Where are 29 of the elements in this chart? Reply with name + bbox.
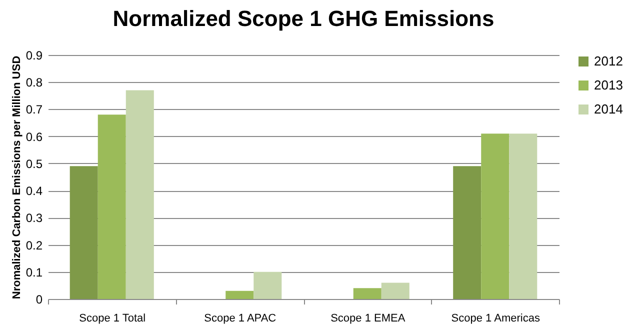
y-tick-label: 0.6 — [26, 130, 43, 144]
bar — [98, 114, 126, 299]
bar — [226, 290, 254, 299]
y-tick-label: 0.3 — [26, 211, 43, 226]
legend-label: 2012 — [594, 54, 623, 68]
bar — [381, 282, 410, 299]
x-tick-label: Scope 1 Total — [79, 312, 146, 324]
bar — [254, 272, 282, 299]
y-tick-label: 0.1 — [26, 265, 43, 280]
bar — [126, 90, 154, 299]
y-tick-label: 0.8 — [26, 76, 43, 90]
bar — [70, 166, 98, 299]
x-tick-label: Scope 1 EMEA — [330, 312, 406, 324]
x-tick-label: Scope 1 APAC — [204, 312, 276, 324]
chart-title: Normalized Scope 1 GHG Emissions — [112, 6, 494, 31]
y-axis-title: Nromalized Carbon Emissions per Million USD — [10, 56, 23, 300]
y-tick-label: 0.4 — [26, 184, 43, 198]
y-tick-label: 0.9 — [26, 48, 43, 62]
y-tick-label: 0.5 — [26, 156, 43, 171]
legend-label: 2013 — [594, 78, 623, 92]
legend-label: 2014 — [594, 102, 623, 116]
y-tick-label: 0 — [36, 292, 43, 306]
y-tick-label: 0.2 — [26, 238, 43, 252]
x-tick-label: Scope 1 Americas — [451, 312, 540, 324]
bar — [509, 134, 538, 299]
bar — [353, 288, 382, 299]
y-tick-label: 0.7 — [26, 102, 43, 117]
bar — [453, 166, 482, 299]
bar — [481, 134, 510, 299]
